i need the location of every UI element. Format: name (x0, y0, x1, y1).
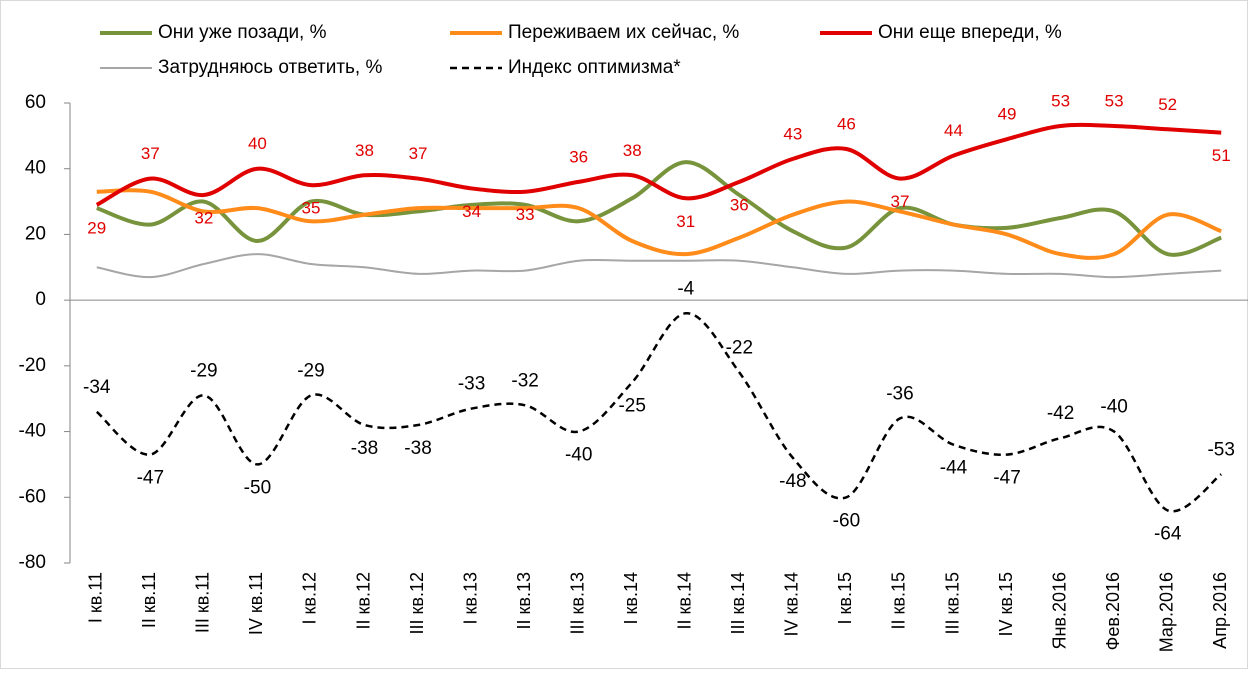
x-tick-label: I кв.14 (621, 572, 641, 624)
x-tick-label: I кв.11 (86, 572, 106, 623)
data-label: -40 (1100, 397, 1127, 418)
data-label: 36 (569, 147, 588, 166)
data-label: -34 (83, 377, 111, 398)
data-label: -53 (1207, 439, 1234, 460)
data-label: 44 (944, 121, 963, 140)
legend-label: Они еще впереди, % (878, 22, 1062, 43)
data-label: -32 (511, 370, 538, 391)
x-tick-label: II кв.15 (889, 572, 909, 629)
x-tick-label: IV кв.15 (996, 572, 1016, 636)
data-label: 33 (516, 205, 535, 224)
data-label: -38 (404, 438, 431, 459)
x-tick-label: Мар.2016 (1156, 572, 1176, 652)
data-label: 37 (141, 144, 160, 163)
data-label: -4 (677, 278, 694, 299)
data-label: -48 (779, 471, 806, 492)
data-label: 36 (730, 195, 749, 214)
legend-label: Индекс оптимизма* (508, 57, 681, 78)
series-line (96, 253, 1222, 279)
x-tick-label: I кв.12 (300, 572, 320, 624)
series-line (95, 312, 1223, 513)
y-tick-label: -60 (19, 486, 46, 507)
x-tick-label: IV кв.14 (782, 572, 802, 636)
x-tick-label: III кв.15 (942, 572, 962, 634)
data-label: -44 (940, 458, 968, 479)
data-label: 53 (1051, 91, 1070, 110)
data-label: -29 (297, 360, 324, 381)
data-label: 53 (1105, 91, 1124, 110)
x-tick-label: I кв.15 (835, 572, 855, 624)
x-tick-label: II кв.14 (675, 572, 695, 629)
legend-label: Они уже позади, % (158, 22, 327, 43)
data-label: 34 (462, 202, 481, 221)
y-tick-label: 20 (25, 223, 46, 244)
y-tick-label: -20 (19, 355, 46, 376)
series-line (96, 188, 1222, 260)
data-label: 49 (998, 105, 1017, 124)
y-tick-label: 40 (25, 158, 46, 179)
x-tick-label: III кв.12 (407, 572, 427, 634)
data-label: -60 (833, 510, 860, 531)
data-label: -36 (886, 383, 913, 404)
data-label: 32 (194, 208, 213, 227)
data-label: -25 (618, 395, 645, 416)
data-label: -47 (993, 468, 1020, 489)
y-tick-label: 0 (35, 289, 46, 310)
x-tick-label: Янв.2016 (1049, 572, 1069, 650)
x-tick-label: III кв.13 (567, 572, 587, 634)
legend-label: Переживаем их сейчас, % (508, 22, 739, 43)
data-label: 43 (783, 124, 802, 143)
legend-label: Затрудняюсь ответить, % (158, 57, 382, 78)
data-label: -22 (726, 337, 753, 358)
x-tick-label: IV кв.11 (246, 572, 266, 635)
data-label: 46 (837, 114, 856, 133)
data-label: -40 (565, 445, 592, 466)
x-tick-label: II кв.13 (514, 572, 534, 629)
data-label: 52 (1158, 95, 1177, 114)
y-tick-label: 60 (25, 92, 46, 113)
x-tick-label: II кв.11 (139, 572, 159, 628)
series-line (95, 122, 1222, 207)
x-tick-label: II кв.12 (353, 572, 373, 629)
data-label: 38 (623, 141, 642, 160)
data-label: -50 (244, 477, 271, 498)
data-label: 37 (890, 192, 909, 211)
x-tick-label: III кв.11 (193, 572, 213, 633)
data-label: 37 (409, 144, 428, 163)
data-label: 40 (248, 134, 267, 153)
data-label: -42 (1047, 403, 1074, 424)
data-label: -38 (351, 438, 378, 459)
data-label: 51 (1212, 146, 1231, 165)
x-tick-label: Фев.2016 (1103, 572, 1123, 650)
data-label: -64 (1154, 523, 1182, 544)
y-tick-label: -40 (19, 421, 46, 442)
y-tick-label: -80 (19, 552, 46, 573)
data-label: -47 (137, 468, 164, 489)
x-tick-label: Апр.2016 (1210, 572, 1230, 649)
data-label: -29 (190, 360, 217, 381)
x-tick-label: I кв.13 (460, 572, 480, 624)
x-tick-label: III кв.14 (728, 572, 748, 634)
data-label: -33 (458, 374, 485, 395)
data-label: 38 (355, 141, 374, 160)
series-line (96, 160, 1222, 257)
data-label: 35 (301, 199, 320, 218)
data-label: 29 (87, 218, 106, 237)
data-label: 31 (676, 212, 695, 231)
